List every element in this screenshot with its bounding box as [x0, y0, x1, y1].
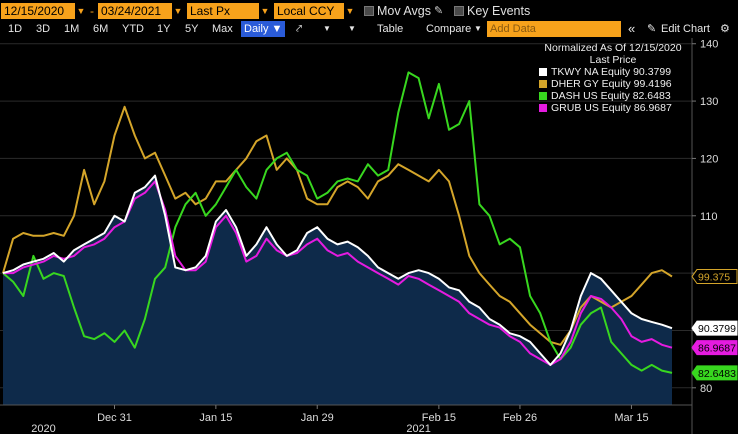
frequency-select[interactable]: Daily ▼ [241, 21, 286, 37]
last-value-tag-grub [691, 340, 738, 356]
start-date-value: 12/15/2020 [4, 4, 65, 18]
legend-item-tkwy[interactable]: TKWY NA Equity 90.3799 [539, 66, 693, 78]
y-tick-label: 120 [700, 153, 718, 165]
legend-swatch [539, 104, 547, 112]
legend-subheader: Last Price [589, 54, 637, 66]
legend-swatch [539, 92, 547, 100]
y-tick-label: 110 [700, 211, 718, 223]
double-chevron-left-icon[interactable]: « [628, 21, 636, 36]
x-tick-label: Jan 15 [199, 412, 232, 424]
x-tick-label: Feb 26 [503, 412, 537, 424]
period-ytd[interactable]: YTD [122, 23, 144, 35]
mov-avgs-checkbox[interactable] [364, 6, 374, 16]
y-tick-label: 130 [700, 96, 718, 108]
calendar-dropdown-icon[interactable]: ▼ [75, 3, 87, 19]
compare-button[interactable]: Compare [426, 23, 472, 35]
x-tick-label: Feb 15 [422, 412, 456, 424]
period-1d[interactable]: 1D [8, 23, 23, 35]
chevron-down-icon[interactable]: ▼ [259, 3, 271, 19]
legend-name: GRUB US Equity [551, 102, 631, 114]
date-separator: - [90, 4, 94, 18]
key-events-label[interactable]: Key Events [467, 4, 531, 18]
last-value-label: 90.3799 [698, 323, 736, 335]
legend-value: 90.3799 [633, 66, 672, 78]
period-5y[interactable]: 5Y [185, 23, 199, 35]
legend-name: DHER GY Equity [551, 78, 631, 90]
x-axis: Dec 31 Jan 15 Jan 29 Feb 15 Feb 26 Mar 15 2020… [0, 404, 692, 434]
currency-select[interactable]: Local CCY ▼ [274, 3, 356, 19]
period-1m[interactable]: 1M [64, 23, 80, 35]
legend-item-grub[interactable]: GRUB US Equity 86.9687 [539, 102, 693, 114]
legend-swatch [539, 68, 547, 76]
period-3d[interactable]: 3D [36, 23, 51, 35]
calendar-dropdown-icon[interactable]: ▼ [172, 3, 184, 19]
legend-name: DASH US Equity [551, 90, 630, 102]
key-events-checkbox[interactable] [454, 6, 464, 16]
period-1y[interactable]: 1Y [157, 23, 171, 35]
y-tick-label: 80 [700, 383, 712, 395]
legend-header: Normalized As Of 12/15/2020 [544, 42, 682, 54]
pencil-icon[interactable]: ✎ [647, 23, 657, 35]
legend-swatch [539, 80, 547, 88]
legend-value: 86.9687 [633, 102, 672, 114]
last-value-tags: 99.375 90.3799 86.9687 82.6483 [691, 269, 738, 381]
frequency-value: Daily [244, 23, 269, 35]
gear-icon[interactable]: ⚙ [720, 23, 730, 35]
mov-avgs-label[interactable]: Mov Avgs [377, 4, 431, 18]
series-lines [2, 71, 673, 374]
y-tick-label: 140 [700, 39, 718, 51]
legend-item-dher[interactable]: DHER GY Equity 99.4196 [539, 78, 693, 90]
last-value-label: 99.375 [698, 272, 730, 284]
year-label: 2021 [406, 423, 430, 434]
last-value-tag-tkwy [691, 320, 738, 336]
compare-dropdown-icon[interactable]: ▼ [474, 24, 482, 33]
chevron-down-icon[interactable]: ▼ [348, 24, 356, 33]
chevron-down-icon[interactable]: ▼ [344, 3, 356, 19]
add-data-input[interactable]: Add Data [487, 21, 621, 37]
legend-value: 82.6483 [632, 90, 671, 102]
price-field-select[interactable]: Last Px ▼ [187, 3, 271, 19]
end-date-value: 03/24/2021 [101, 4, 162, 18]
end-date-field[interactable]: 03/24/2021 ▼ [98, 3, 184, 19]
legend-item-dash[interactable]: DASH US Equity 82.6483 [539, 90, 693, 102]
period-6m[interactable]: 6M [93, 23, 109, 35]
currency-value: Local CCY [277, 4, 335, 18]
legend-value: 99.4196 [633, 78, 672, 90]
top-toolbar: 12/15/2020 ▼ - 03/24/2021 ▼ Last Px ▼ Lo… [0, 0, 738, 20]
last-value-label: 82.6483 [698, 368, 736, 380]
pencil-icon[interactable]: ✎ [434, 5, 444, 17]
chart-type-dropdown-icon[interactable]: ▼ [323, 24, 331, 33]
legend: Normalized As Of 12/15/2020 Last Price T… [533, 42, 693, 114]
period-max[interactable]: Max [212, 23, 233, 35]
period-toolbar: 1D 3D 1M 6M YTD 1Y 5Y Max Daily ▼ ⤤ ▼ ▼ … [0, 20, 738, 38]
edit-chart-button[interactable]: Edit Chart [661, 23, 710, 35]
series-line-grub[interactable] [3, 180, 673, 366]
tkwy-area-fill [3, 175, 672, 405]
price-field-value: Last Px [190, 4, 231, 18]
last-value-tag-dher [691, 269, 738, 285]
line-chart-type-icon[interactable]: ⤤ [296, 23, 303, 35]
start-date-field[interactable]: 12/15/2020 ▼ [1, 3, 87, 19]
legend-name: TKWY NA Equity [551, 66, 631, 78]
last-value-tag-dash [691, 365, 738, 381]
x-tick-label: Jan 29 [301, 412, 334, 424]
x-tick-label: Mar 15 [614, 412, 648, 424]
series-line-dher[interactable] [2, 105, 673, 346]
last-value-label: 86.9687 [698, 343, 736, 355]
year-label: 2020 [31, 423, 55, 434]
x-tick-label: Dec 31 [97, 412, 132, 424]
table-button[interactable]: Table [377, 23, 404, 35]
series-line-tkwy[interactable] [2, 174, 673, 366]
